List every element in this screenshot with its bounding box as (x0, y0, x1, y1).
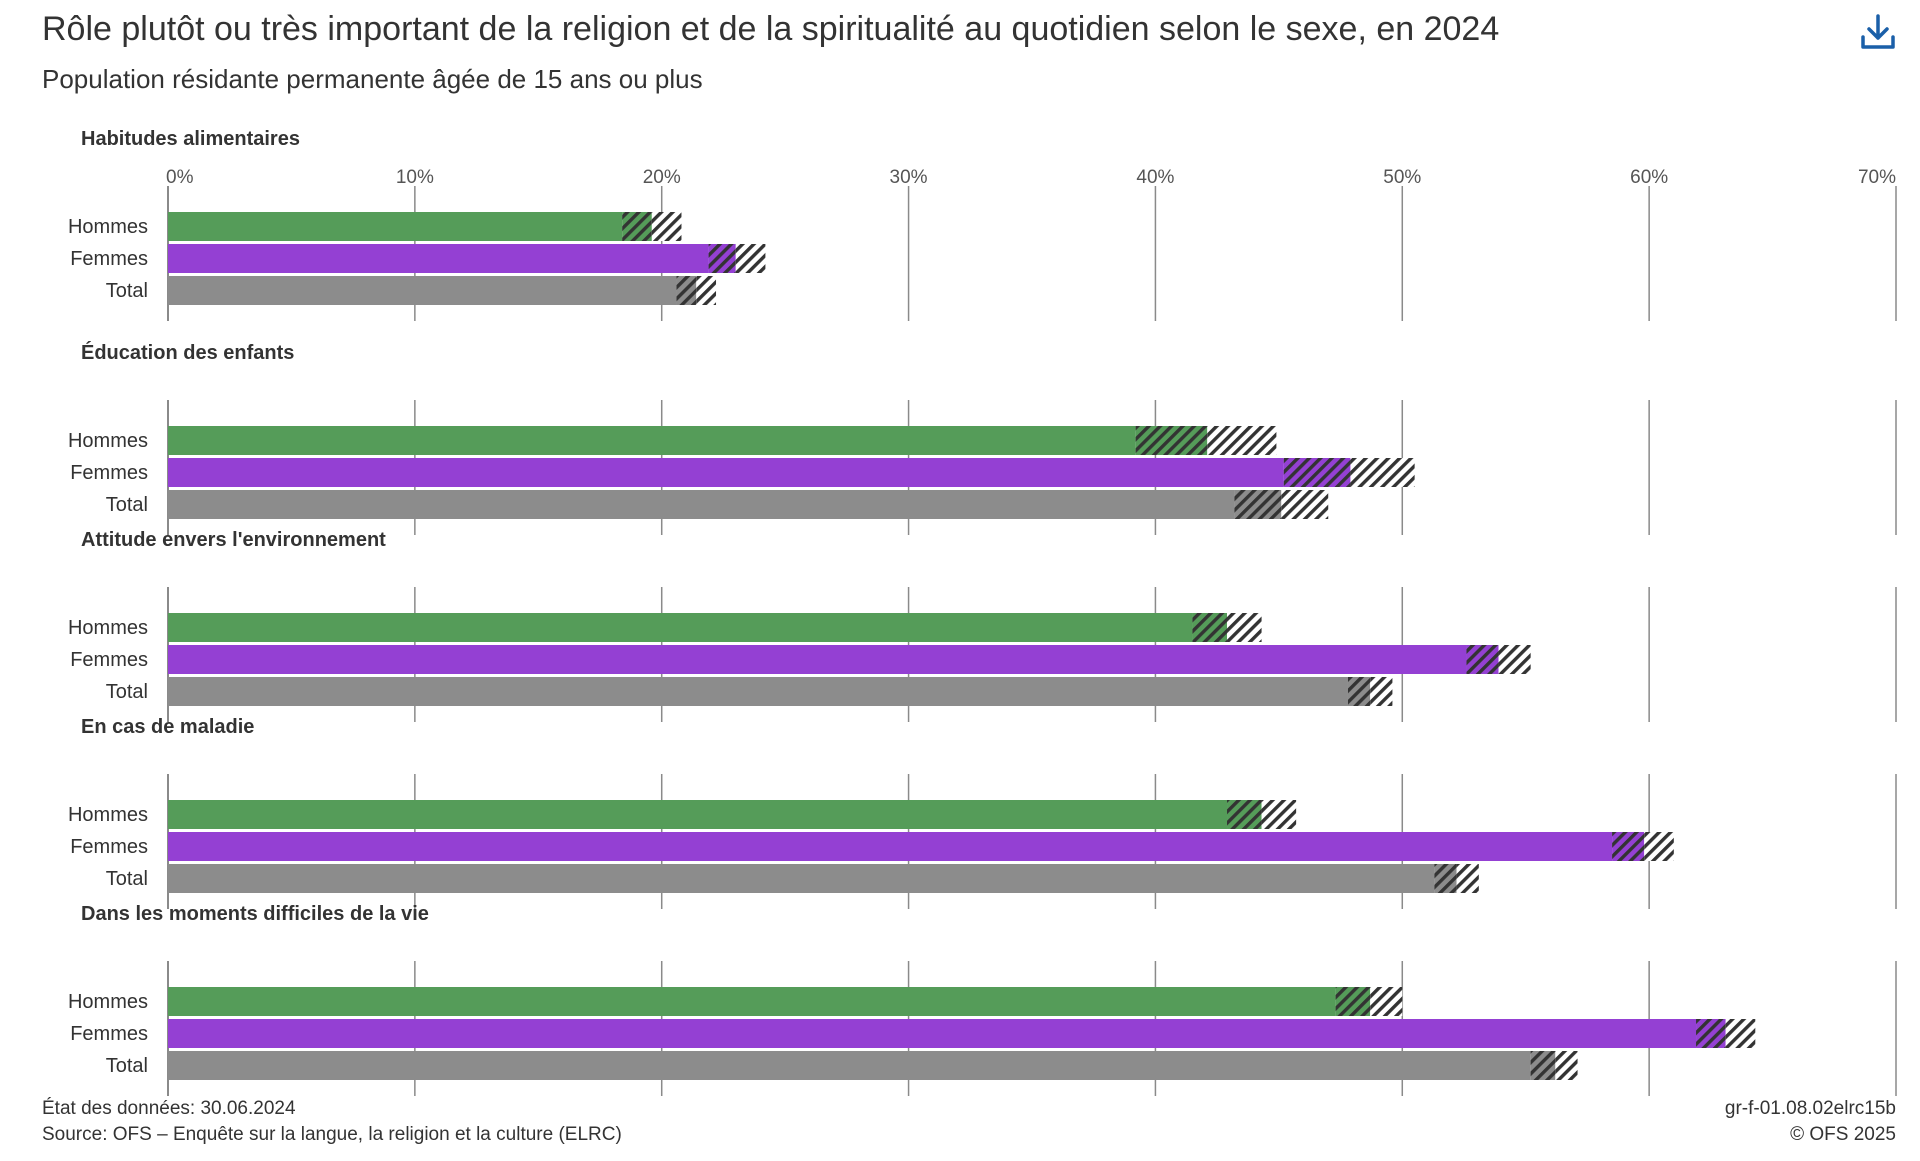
panel-title: Attitude envers l'environnement (81, 529, 386, 551)
x-tick-label: 20% (643, 167, 681, 188)
category-label: Femmes (70, 248, 148, 270)
bar-total[interactable] (168, 276, 677, 305)
bar-femmes[interactable] (168, 458, 1284, 487)
category-label: Femmes (70, 1023, 148, 1045)
panel-2: Éducation des enfants Hommes Femmes Total (68, 341, 1897, 535)
category-label: Femmes (70, 649, 148, 671)
x-tick-label: 0% (166, 167, 194, 188)
ci-lower-hatch (1335, 987, 1371, 1016)
panel-title: En cas de maladie (81, 716, 254, 738)
panel-title: Habitudes alimentaires (81, 128, 300, 150)
category-label: Total (106, 681, 148, 703)
ci-upper-hatch (1370, 987, 1403, 1016)
download-icon[interactable] (1856, 10, 1900, 54)
panel-1: Habitudes alimentaires Hommes Femmes Total (68, 128, 1897, 321)
ci-upper-hatch (1644, 832, 1674, 861)
category-label: Femmes (70, 462, 148, 484)
ci-lower-hatch (1612, 832, 1645, 861)
category-label: Hommes (68, 617, 148, 639)
ci-lower-hatch (1227, 800, 1262, 829)
ci-lower-hatch (676, 276, 697, 305)
chart-code-text: gr-f-01.08.02elrc15b (1724, 1098, 1896, 1119)
bar-hommes[interactable] (168, 426, 1136, 455)
ci-upper-hatch (1555, 1051, 1578, 1080)
bar-hommes[interactable] (168, 800, 1228, 829)
panel-title: Dans les moments difficiles de la vie (81, 903, 429, 925)
ci-upper-hatch (1207, 426, 1277, 455)
bar-femmes[interactable] (168, 1019, 1697, 1048)
copyright-text: © OFS 2025 (1790, 1124, 1896, 1145)
source-text: Source: OFS – Enquête sur la langue, la … (42, 1124, 622, 1145)
ci-upper-hatch (1725, 1019, 1756, 1048)
panel-3: Attitude envers l'environnement Hommes Fem… (68, 529, 1897, 722)
x-tick-label: 10% (396, 167, 434, 188)
bar-hommes[interactable] (168, 212, 623, 241)
download-icon-graphic (1861, 14, 1895, 49)
ci-upper-hatch (1227, 613, 1262, 642)
ci-lower-hatch (1347, 677, 1371, 706)
category-label: Total (106, 280, 148, 302)
category-label: Total (106, 494, 148, 516)
bar-total[interactable] (168, 677, 1348, 706)
x-tick-label: 60% (1630, 167, 1668, 188)
category-label: Hommes (68, 804, 148, 826)
ci-upper-hatch (1281, 490, 1329, 519)
bar-hommes[interactable] (168, 987, 1336, 1016)
ci-upper-hatch (1498, 645, 1531, 674)
panel-title: Éducation des enfants (81, 341, 294, 364)
bar-femmes[interactable] (168, 244, 709, 273)
bar-femmes[interactable] (168, 832, 1613, 861)
bar-total[interactable] (168, 490, 1235, 519)
ci-lower-hatch (1283, 458, 1351, 487)
bar-hommes[interactable] (168, 613, 1193, 642)
ci-upper-hatch (735, 244, 766, 273)
ci-upper-hatch (696, 276, 717, 305)
chart-title: Rôle plutôt ou très important de la reli… (42, 10, 1500, 48)
ci-lower-hatch (622, 212, 652, 241)
ci-lower-hatch (708, 244, 736, 273)
ci-upper-hatch (1370, 677, 1393, 706)
x-tick-label: 50% (1383, 167, 1421, 188)
ci-upper-hatch (1261, 800, 1297, 829)
x-tick-label: 30% (890, 167, 928, 188)
panel-4: En cas de maladie Hommes Femmes Total (68, 716, 1897, 909)
ci-upper-hatch (651, 212, 682, 241)
footer-left: État des données: 30.06.2024 Source: OFS… (42, 1096, 622, 1148)
ci-lower-hatch (1696, 1019, 1726, 1048)
category-label: Total (106, 1055, 148, 1077)
ci-upper-hatch (1456, 864, 1479, 893)
bar-total[interactable] (168, 1051, 1531, 1080)
category-label: Hommes (68, 991, 148, 1013)
ci-lower-hatch (1434, 864, 1457, 893)
bar-total[interactable] (168, 864, 1435, 893)
ci-upper-hatch (1350, 458, 1415, 487)
category-label: Hommes (68, 216, 148, 238)
x-tick-label: 70% (1858, 167, 1896, 188)
bar-femmes[interactable] (168, 645, 1467, 674)
category-label: Femmes (70, 836, 148, 858)
category-label: Hommes (68, 430, 148, 452)
ci-lower-hatch (1192, 613, 1228, 642)
x-tick-label: 40% (1136, 167, 1174, 188)
chart-subtitle: Population résidante permanente âgée de … (42, 64, 703, 94)
ci-lower-hatch (1530, 1051, 1556, 1080)
ci-lower-hatch (1466, 645, 1499, 674)
category-label: Total (106, 868, 148, 890)
ci-lower-hatch (1135, 426, 1208, 455)
data-state-text: État des données: 30.06.2024 (42, 1098, 296, 1119)
panel-5: Dans les moments difficiles de la vie Hom… (68, 903, 1897, 1096)
footer-right: gr-f-01.08.02elrc15b © OFS 2025 (1725, 1096, 1896, 1148)
ci-lower-hatch (1234, 490, 1282, 519)
